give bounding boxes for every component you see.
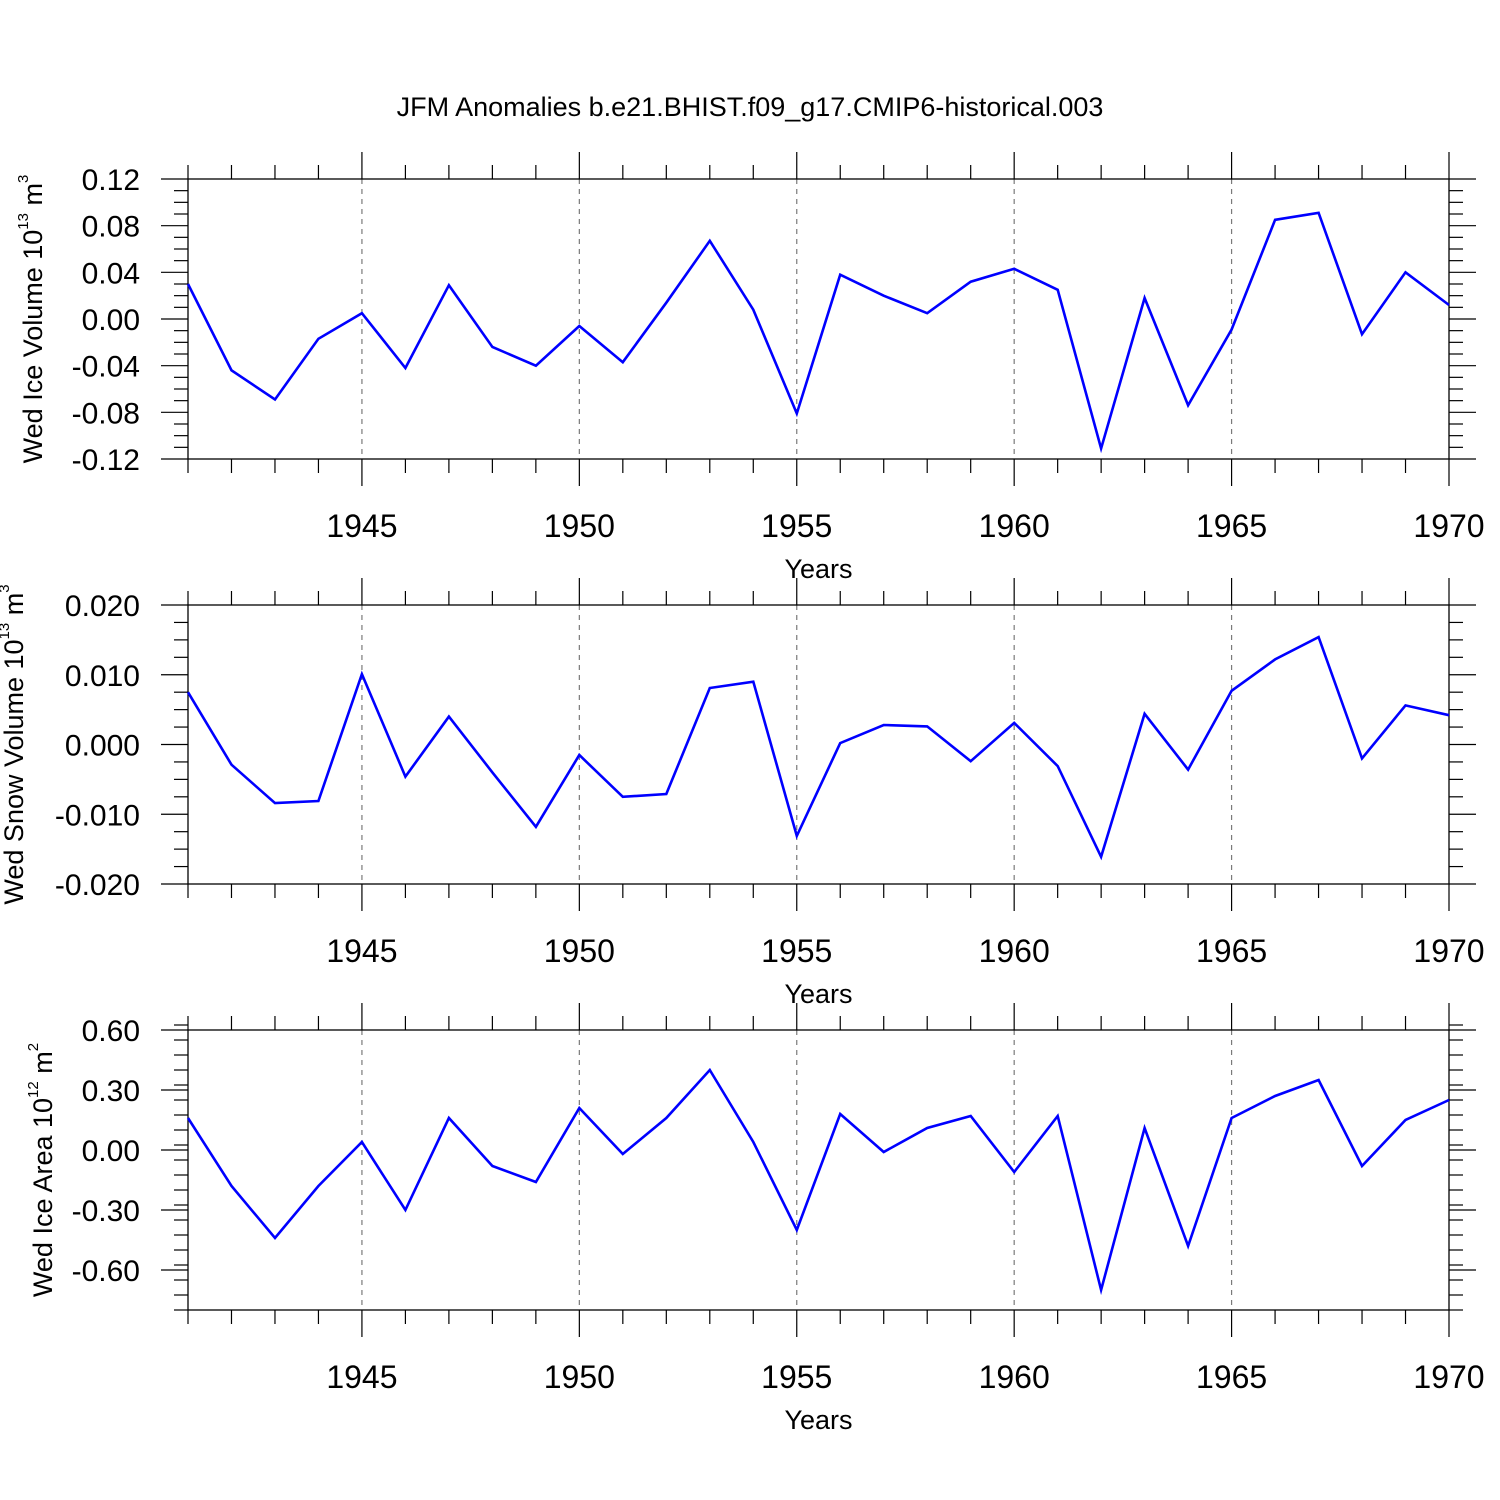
- y-axis-title: Wed Snow Volume 1013 m3: [0, 584, 29, 904]
- x-tick-label: 1960: [979, 508, 1050, 544]
- plot-frame: [187, 1029, 1450, 1311]
- x-tick-label: 1960: [979, 933, 1050, 969]
- y-tick-label: 0.00: [82, 1135, 140, 1168]
- x-tick-label: 1970: [1413, 508, 1484, 544]
- x-axis-title: Years: [784, 979, 852, 1009]
- x-tick-label: 1950: [544, 508, 615, 544]
- y-tick-label: 0.30: [82, 1075, 140, 1108]
- x-tick-label: 1970: [1413, 1359, 1484, 1395]
- y-tick-label: 0.04: [82, 257, 140, 290]
- x-tick-label: 1965: [1196, 508, 1267, 544]
- x-tick-label: 1950: [544, 933, 615, 969]
- y-tick-label: 0.020: [65, 590, 140, 623]
- y-axis-title-unit: m: [18, 183, 48, 213]
- y-tick-label: -0.08: [72, 397, 140, 430]
- x-tick-label: 1945: [326, 1359, 397, 1395]
- plot-frame: [187, 178, 1450, 460]
- y-tick-label: 0.000: [65, 730, 140, 763]
- x-tick-label: 1955: [761, 508, 832, 544]
- y-tick-label: 0.00: [82, 304, 140, 337]
- y-axis-title-main: Wed Snow Volume 10: [0, 639, 29, 904]
- y-tick-label: -0.12: [72, 444, 140, 477]
- y-axis-title-unit-exponent: 3: [0, 584, 13, 592]
- x-tick-label: 1955: [761, 933, 832, 969]
- y-tick-label: 0.60: [82, 1015, 140, 1048]
- x-tick-label: 1945: [326, 508, 397, 544]
- x-axis-title: Years: [784, 554, 852, 584]
- x-tick-label: 1965: [1196, 1359, 1267, 1395]
- y-axis-title-unit: m: [0, 593, 29, 623]
- y-tick-label: -0.60: [72, 1255, 140, 1288]
- x-tick-label: 1945: [326, 933, 397, 969]
- x-tick-label: 1970: [1413, 933, 1484, 969]
- y-tick-label: 0.08: [82, 211, 140, 244]
- y-axis-title-main: Wed Ice Volume 10: [18, 230, 48, 464]
- y-axis-title-unit-exponent: 2: [25, 1043, 42, 1051]
- figure-title: JFM Anomalies b.e21.BHIST.f09_g17.CMIP6-…: [397, 92, 1104, 122]
- panel-1: -0.12 -0.08 -0.04 0.00 0.04 0.08 0.12 1945 1950 1…: [15, 152, 1485, 584]
- y-axis-title: Wed Ice Volume 1013 m3: [15, 175, 48, 464]
- y-tick-label: 0.010: [65, 660, 140, 693]
- series-line: [186, 211, 1450, 454]
- panel-2: -0.020 -0.010 0.000 0.010 0.020 1945 1950 1955 1…: [0, 578, 1485, 1009]
- x-axis-title: Years: [784, 1405, 852, 1435]
- y-axis-title-main: Wed Ice Area 10: [28, 1098, 58, 1297]
- x-tick-label: 1950: [544, 1359, 615, 1395]
- y-axis-title-exponent: 12: [25, 1081, 42, 1098]
- plot-frame: [187, 604, 1450, 885]
- x-tick-label: 1965: [1196, 933, 1267, 969]
- panel-3: -0.60 -0.30 0.00 0.30 0.60 1945 1950 1955 1960 19…: [25, 1003, 1485, 1435]
- y-tick-label: -0.020: [55, 869, 140, 902]
- x-tick-label: 1960: [979, 1359, 1050, 1395]
- panels: -0.12 -0.08 -0.04 0.00 0.04 0.08 0.12 1945 1950 1…: [0, 152, 1485, 1435]
- y-axis-title-exponent: 13: [15, 213, 32, 230]
- y-axis-title-unit-exponent: 3: [15, 175, 32, 183]
- y-tick-label: -0.010: [55, 799, 140, 832]
- x-tick-label: 1955: [761, 1359, 832, 1395]
- y-axis-title-unit: m: [28, 1051, 58, 1081]
- y-tick-label: 0.12: [82, 164, 140, 197]
- series-line: [186, 635, 1450, 861]
- y-tick-label: -0.04: [72, 351, 140, 384]
- y-tick-label: -0.30: [72, 1195, 140, 1228]
- series-line: [186, 1067, 1450, 1296]
- y-axis-title-exponent: 13: [0, 623, 13, 640]
- y-axis-title: Wed Ice Area 1012 m2: [25, 1043, 58, 1297]
